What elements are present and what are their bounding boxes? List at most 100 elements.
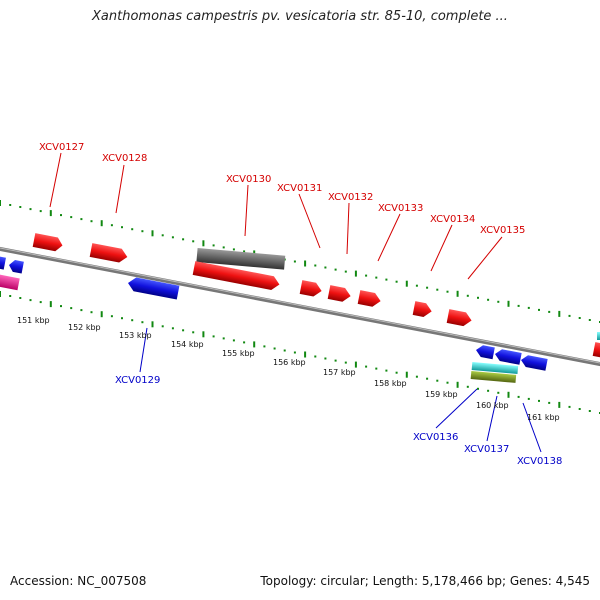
minor-tick [80,218,83,221]
minor-tick [161,325,164,328]
scale-label: 161 kbp [527,413,560,422]
gene-edge-left-pink[interactable] [0,274,20,291]
gene-label[interactable]: XCV0127 [39,142,84,153]
minor-tick [222,337,225,340]
minor-tick [436,379,439,382]
gene-label[interactable]: XCV0138 [517,456,562,467]
reverse-label-leaders [139,327,542,453]
minor-tick [466,385,469,388]
minor-tick [578,408,581,410]
gene-xcv0134[interactable] [412,301,433,318]
gene-label[interactable]: XCV0133 [378,203,423,214]
gene-edge-right[interactable] [592,342,600,359]
major-tick [354,270,357,277]
minor-tick [334,359,337,362]
scale-label: 155 kbp [222,349,255,358]
gene-xcv0127[interactable] [32,233,64,252]
minor-tick [517,395,520,398]
gene-xcv0130-grey[interactable] [196,248,286,270]
minor-tick [232,248,235,251]
minor-tick [426,377,429,380]
feature-olive[interactable] [470,371,517,383]
gene-label[interactable]: XCV0129 [115,375,160,386]
minor-tick [334,268,337,271]
gene-xcv0129[interactable] [127,276,180,300]
gene-xcv0130[interactable] [192,261,281,291]
minor-tick [436,288,439,291]
reverse-tick-track [0,291,600,414]
gene-label[interactable]: XCV0136 [413,432,458,443]
minor-tick [192,240,195,243]
major-tick [0,291,1,297]
minor-tick [497,391,500,394]
minor-tick [365,274,368,277]
minor-tick [263,345,266,348]
major-tick [100,220,103,227]
gene-label[interactable]: XCV0128 [102,153,147,164]
minor-tick [212,244,215,247]
major-tick [49,301,52,308]
minor-tick [477,296,479,299]
minor-tick [29,299,32,302]
minor-tick [385,278,388,281]
major-tick [304,260,307,267]
major-tick [405,371,408,378]
map-title: Xanthomonas campestris pv. vesicatoria s… [92,9,508,24]
scale-label: 152 kbp [68,323,101,332]
minor-tick [375,367,378,370]
gene-label[interactable]: XCV0134 [430,214,475,225]
minor-tick [324,266,327,269]
minor-tick [415,284,418,287]
feature-cyan[interactable] [471,362,519,374]
minor-tick [344,361,347,364]
gene-xcv0133[interactable] [357,290,382,308]
minor-tick [588,319,591,321]
minor-tick [192,331,195,334]
reverse-gene-labels: XCV0129 XCV0136 XCV0137 XCV0138 [115,375,562,467]
genome-summary-text: Topology: circular; Length: 5,178,466 bp… [260,574,590,588]
scale-label: 151 kbp [17,316,50,325]
major-tick [100,311,103,318]
minor-tick [182,329,185,332]
minor-tick [487,298,490,301]
minor-tick [538,308,540,311]
major-tick [202,240,205,247]
gene-label[interactable]: XCV0137 [464,444,509,455]
gene-xcv0137[interactable] [494,348,522,365]
minor-tick [415,375,418,378]
gene-xcv0131[interactable] [299,280,323,298]
minor-tick [293,260,296,263]
minor-tick [80,309,83,312]
minor-tick [70,307,73,310]
minor-tick [548,310,551,313]
gene-xcv0132[interactable] [327,285,352,303]
gene-label[interactable]: XCV0130 [226,174,271,185]
minor-tick [131,319,134,322]
gene-xcv0135[interactable] [446,309,473,327]
gene-xcv0128[interactable] [89,243,129,264]
gene-edge-left-blue-1[interactable] [0,256,6,270]
major-tick [456,381,459,388]
major-tick [202,331,205,338]
gene-xcv0136[interactable] [475,344,495,360]
gene-edge-left-blue-2[interactable] [8,259,24,274]
minor-tick [538,399,540,402]
major-tick [558,401,561,408]
feature-edge-cyan[interactable] [597,332,600,340]
minor-tick [90,220,93,223]
minor-tick [527,397,530,400]
minor-tick [497,300,500,303]
minor-tick [446,381,449,384]
minor-tick [395,280,398,283]
reverse-strand-genes [0,256,600,383]
minor-tick [90,311,93,314]
minor-tick [365,365,368,368]
gene-label[interactable]: XCV0135 [480,225,525,236]
minor-tick [110,315,113,318]
major-tick [558,310,561,317]
gene-xcv0138[interactable] [520,354,548,371]
scale-label: 160 kbp [476,401,509,410]
gene-label[interactable]: XCV0131 [277,183,322,194]
minor-tick [141,230,144,233]
gene-label[interactable]: XCV0132 [328,192,373,203]
